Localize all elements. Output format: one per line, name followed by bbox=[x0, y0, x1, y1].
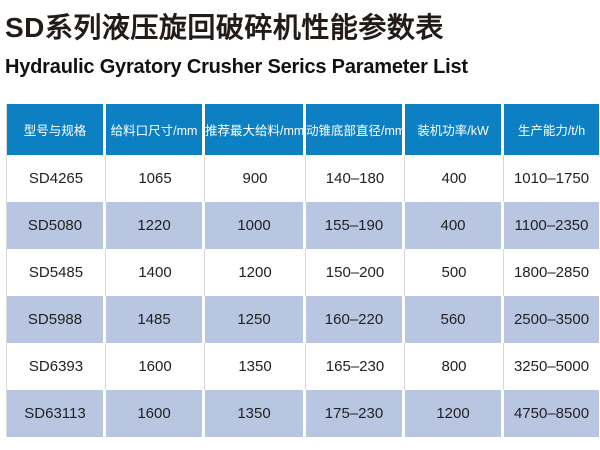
value-cell: 900 bbox=[205, 155, 306, 202]
value-cell: 500 bbox=[405, 249, 504, 296]
table-row: SD5080 1220 1000 155–190 400 1100–2350 bbox=[7, 202, 599, 249]
value-cell: 175–230 bbox=[306, 390, 405, 437]
value-cell: 1010–1750 bbox=[504, 155, 599, 202]
model-cell: SD5080 bbox=[7, 202, 106, 249]
value-cell: 1200 bbox=[205, 249, 306, 296]
table-row: SD6393 1600 1350 165–230 800 3250–5000 bbox=[7, 343, 599, 390]
value-cell: 1350 bbox=[205, 390, 306, 437]
value-cell: 1600 bbox=[106, 343, 205, 390]
value-cell: 1600 bbox=[106, 390, 205, 437]
table-header-row: 型号与规格 给料口尺寸/mm 推荐最大给料/mm 动锥底部直径/mm 装机功率/kW 生产… bbox=[7, 104, 599, 155]
value-cell: 1100–2350 bbox=[504, 202, 599, 249]
value-cell: 400 bbox=[405, 202, 504, 249]
header-cell: 装机功率/kW bbox=[405, 104, 504, 155]
table-row: SD4265 1065 900 140–180 400 1010–1750 bbox=[7, 155, 599, 202]
value-cell: 150–200 bbox=[306, 249, 405, 296]
model-cell: SD63113 bbox=[7, 390, 106, 437]
value-cell: 1800–2850 bbox=[504, 249, 599, 296]
header-cell: 生产能力/t/h bbox=[504, 104, 599, 155]
value-cell: 1065 bbox=[106, 155, 205, 202]
model-cell: SD5485 bbox=[7, 249, 106, 296]
value-cell: 1250 bbox=[205, 296, 306, 343]
value-cell: 1400 bbox=[106, 249, 205, 296]
value-cell: 1350 bbox=[205, 343, 306, 390]
value-cell: 140–180 bbox=[306, 155, 405, 202]
value-cell: 1220 bbox=[106, 202, 205, 249]
value-cell: 165–230 bbox=[306, 343, 405, 390]
value-cell: 4750–8500 bbox=[504, 390, 599, 437]
value-cell: 560 bbox=[405, 296, 504, 343]
model-cell: SD4265 bbox=[7, 155, 106, 202]
model-cell: SD5988 bbox=[7, 296, 106, 343]
page-title-chinese: SD系列液压旋回破碎机性能参数表 bbox=[5, 12, 444, 43]
table-row: SD63113 1600 1350 175–230 1200 4750–8500 bbox=[7, 390, 599, 437]
header-cell: 型号与规格 bbox=[7, 104, 106, 155]
value-cell: 400 bbox=[405, 155, 504, 202]
parameter-table: 型号与规格 给料口尺寸/mm 推荐最大给料/mm 动锥底部直径/mm 装机功率/kW 生产… bbox=[6, 104, 599, 437]
page-title-english: Hydraulic Gyratory Crusher Serics Parame… bbox=[5, 56, 468, 78]
table-row: SD5485 1400 1200 150–200 500 1800–2850 bbox=[7, 249, 599, 296]
value-cell: 1200 bbox=[405, 390, 504, 437]
value-cell: 1485 bbox=[106, 296, 205, 343]
value-cell: 155–190 bbox=[306, 202, 405, 249]
value-cell: 160–220 bbox=[306, 296, 405, 343]
header-cell: 推荐最大给料/mm bbox=[205, 104, 306, 155]
header-cell: 给料口尺寸/mm bbox=[106, 104, 205, 155]
header-cell: 动锥底部直径/mm bbox=[306, 104, 405, 155]
table-row: SD5988 1485 1250 160–220 560 2500–3500 bbox=[7, 296, 599, 343]
value-cell: 2500–3500 bbox=[504, 296, 599, 343]
value-cell: 1000 bbox=[205, 202, 306, 249]
model-cell: SD6393 bbox=[7, 343, 106, 390]
value-cell: 800 bbox=[405, 343, 504, 390]
value-cell: 3250–5000 bbox=[504, 343, 599, 390]
